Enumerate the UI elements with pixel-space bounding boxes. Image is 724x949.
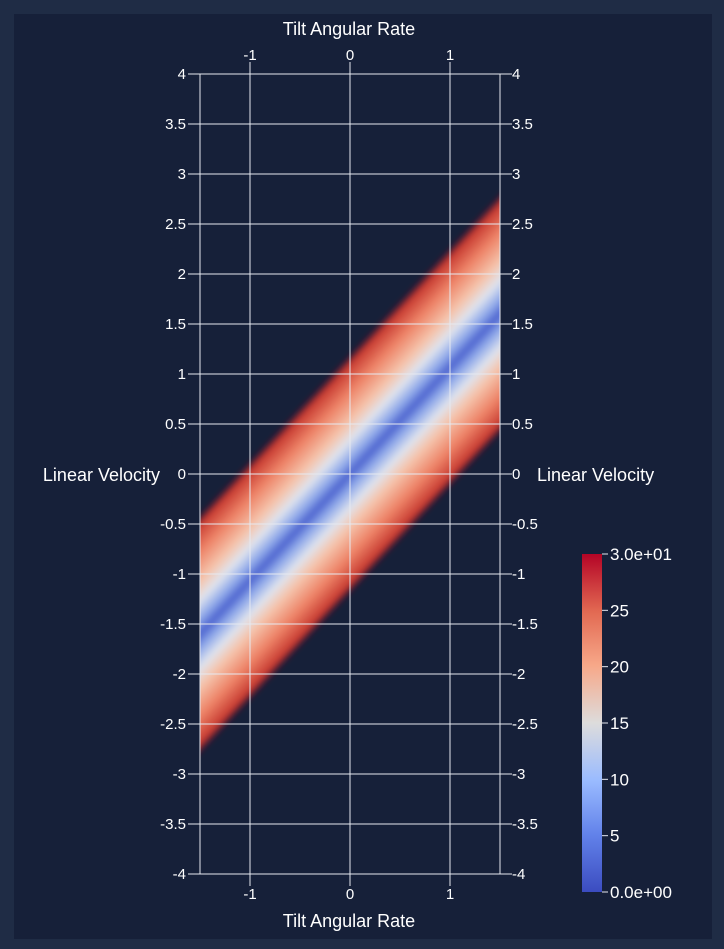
- x-tick-label-top: 0: [346, 47, 354, 64]
- colorbar-tick-label: 25: [610, 601, 629, 620]
- x-axis-title-bottom: Tilt Angular Rate: [283, 911, 415, 931]
- y-tick-label-right: 3.5: [512, 116, 533, 133]
- y-axis-title-left: Linear Velocity: [43, 465, 160, 485]
- y-tick-label-left: 3.5: [165, 116, 186, 133]
- y-tick-label-left: 2.5: [165, 216, 186, 233]
- axis-ticks: 4 4 3.5 3.5 3 3 2.5 2.5 2 2 1.5 1.5 1 1 0.5 0.5 0 0 -0.5 -0…: [160, 47, 538, 903]
- x-tick-label-top: -1: [243, 47, 256, 64]
- colorbar-tick-label: 20: [610, 658, 629, 677]
- colorbar-gradient: [582, 554, 602, 892]
- colorbar-tick-label: 5: [610, 827, 619, 846]
- y-tick-label-left: 0: [178, 466, 186, 483]
- y-tick-label-left: -3: [173, 766, 186, 783]
- y-tick-label-left: -0.5: [160, 516, 186, 533]
- x-tick-label-bottom: -1: [243, 886, 256, 903]
- y-tick-label-left: 4: [178, 66, 186, 83]
- y-tick-label-right: 0: [512, 466, 520, 483]
- y-axis-title-right: Linear Velocity: [537, 465, 654, 485]
- grid-lines: [199, 73, 501, 875]
- y-tick-label-left: -2.5: [160, 716, 186, 733]
- x-axis-title-top: Tilt Angular Rate: [283, 19, 415, 39]
- y-tick-label-left: 2: [178, 266, 186, 283]
- y-tick-label-right: -2.5: [512, 716, 538, 733]
- y-tick-label-right: 2.5: [512, 216, 533, 233]
- y-tick-label-right: 4: [512, 66, 520, 83]
- y-tick-label-left: -4: [173, 866, 186, 883]
- y-tick-label-right: -1.5: [512, 616, 538, 633]
- colorbar-tick-label: 0.0e+00: [610, 883, 672, 902]
- y-tick-label-left: -1: [173, 566, 186, 583]
- y-tick-label-right: -4: [512, 866, 525, 883]
- y-tick-label-left: 0.5: [165, 416, 186, 433]
- y-tick-label-left: 3: [178, 166, 186, 183]
- y-tick-label-right: -3: [512, 766, 525, 783]
- x-tick-label-bottom: 0: [346, 886, 354, 903]
- y-tick-label-right: 3: [512, 166, 520, 183]
- y-tick-label-right: -0.5: [512, 516, 538, 533]
- y-tick-label-right: 2: [512, 266, 520, 283]
- colorbar-ticks: 3.0e+01 25 20 15 10 5 0.0e+00: [602, 545, 672, 902]
- y-tick-label-left: -3.5: [160, 816, 186, 833]
- colorbar-tick-label: 10: [610, 770, 629, 789]
- y-tick-label-right: -2: [512, 666, 525, 683]
- y-tick-label-right: 1.5: [512, 316, 533, 333]
- y-tick-label-right: 1: [512, 366, 520, 383]
- y-tick-label-right: -3.5: [512, 816, 538, 833]
- x-tick-label-top: 1: [446, 47, 454, 64]
- y-tick-label-left: -1.5: [160, 616, 186, 633]
- y-tick-label-right: 0.5: [512, 416, 533, 433]
- plot-window: 4 4 3.5 3.5 3 3 2.5 2.5 2 2 1.5 1.5 1 1 0.5 0.5 0 0 -0.5 -0…: [14, 14, 712, 939]
- y-tick-label-left: -2: [173, 666, 186, 683]
- y-tick-label-left: 1: [178, 366, 186, 383]
- x-tick-label-bottom: 1: [446, 886, 454, 903]
- colorbar-tick-label: 3.0e+01: [610, 545, 672, 564]
- y-tick-label-right: -1: [512, 566, 525, 583]
- colorbar: 3.0e+01 25 20 15 10 5 0.0e+00: [582, 545, 672, 902]
- heatmap-chart: 4 4 3.5 3.5 3 3 2.5 2.5 2 2 1.5 1.5 1 1 0.5 0.5 0 0 -0.5 -0…: [43, 19, 672, 931]
- y-tick-label-left: 1.5: [165, 316, 186, 333]
- colorbar-tick-label: 15: [610, 714, 629, 733]
